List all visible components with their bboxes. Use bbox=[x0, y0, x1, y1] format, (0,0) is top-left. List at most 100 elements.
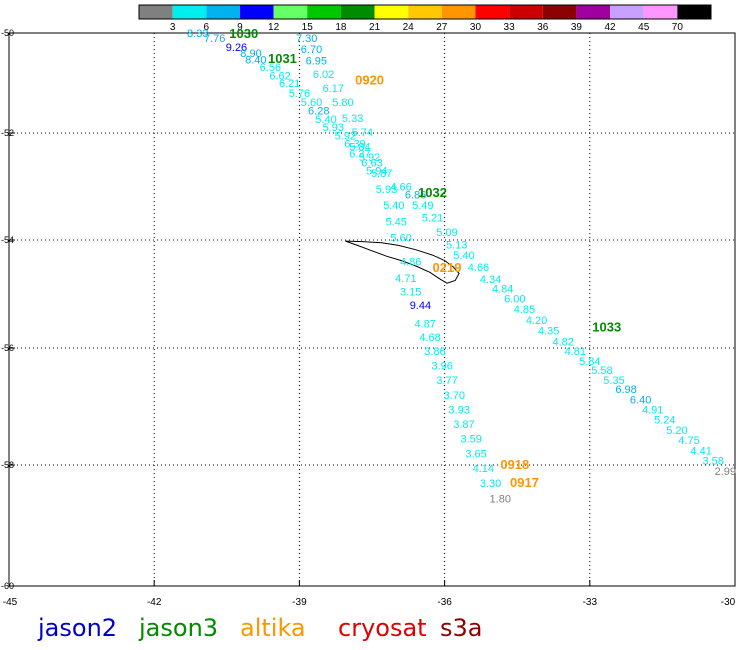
wave-height-value: 5.93 bbox=[376, 184, 397, 196]
color-scale-swatch bbox=[576, 5, 611, 19]
wave-height-value: 7.76 bbox=[204, 33, 225, 45]
color-scale-label: 21 bbox=[369, 22, 381, 33]
wave-height-value: 6.17 bbox=[323, 83, 344, 95]
color-scale-labels: 3 6 9 12 15 18 21 24 27 30 33 36 39 42 45 70 bbox=[170, 22, 683, 33]
wave-height-value: 4.85 bbox=[514, 304, 535, 316]
wave-height-value: 5.40 bbox=[453, 250, 474, 262]
color-scale-label: 45 bbox=[638, 22, 650, 33]
wave-height-values: 8.337.769.268.908.406.566.626.215.765.60… bbox=[187, 28, 736, 505]
wave-height-value: 5.24 bbox=[654, 414, 675, 426]
wave-height-value: 4.81 bbox=[565, 346, 586, 358]
wave-height-value: 4.82 bbox=[552, 337, 573, 349]
wave-height-value: 5.21 bbox=[422, 213, 443, 225]
wave-height-value: 8.40 bbox=[245, 55, 266, 67]
y-tick-label: -58 bbox=[1, 460, 14, 470]
track-label: 0918 bbox=[500, 457, 529, 472]
legend-item-jason2: jason2 bbox=[38, 614, 118, 642]
track-label: 0920 bbox=[355, 73, 384, 88]
wave-height-value: 6.62 bbox=[269, 71, 290, 83]
x-tick-label: -33 bbox=[583, 597, 598, 608]
wave-height-value: 6.56 bbox=[260, 62, 281, 74]
color-scale-label: 6 bbox=[204, 22, 210, 33]
color-scale-swatch bbox=[307, 5, 341, 19]
wave-height-value: 3.86 bbox=[424, 346, 445, 358]
wave-height-value: 3.70 bbox=[444, 390, 465, 402]
satellite-legend: jason2 jason3 altika cryosat s3a bbox=[0, 608, 740, 650]
wave-height-value: 5.94 bbox=[366, 165, 387, 177]
color-scale-label: 27 bbox=[436, 22, 448, 33]
track-label: 0219 bbox=[433, 260, 462, 275]
wave-height-value: 3.59 bbox=[461, 434, 482, 446]
color-scale-swatch bbox=[408, 5, 442, 19]
color-scale-swatch bbox=[542, 5, 577, 19]
wave-height-value: 3.77 bbox=[436, 375, 457, 387]
y-tick-label: -52 bbox=[1, 128, 14, 138]
color-scale-label: 3 bbox=[170, 22, 176, 33]
color-scale-swatch bbox=[172, 5, 207, 19]
legend-item-s3a: s3a bbox=[440, 614, 483, 642]
y-tick-label: -50 bbox=[1, 28, 14, 38]
wave-height-value: 5.35 bbox=[603, 375, 624, 387]
wave-height-value: 4.91 bbox=[642, 404, 663, 416]
wave-height-value: 2.99 bbox=[715, 466, 736, 478]
color-scale-label: 70 bbox=[672, 22, 684, 33]
y-tick-label: -60 bbox=[1, 581, 14, 591]
legend-item-altika: altika bbox=[240, 614, 306, 642]
wave-height-value: 5.87 bbox=[371, 168, 392, 180]
wave-height-value: 6.28 bbox=[308, 106, 329, 118]
wave-height-value: 4.34 bbox=[480, 274, 501, 286]
wave-height-value: 5.93 bbox=[323, 122, 344, 134]
color-scale-swatch bbox=[273, 5, 308, 19]
wave-height-value: 3.93 bbox=[448, 404, 469, 416]
color-scale-label: 15 bbox=[302, 22, 314, 33]
wave-height-value: 5.33 bbox=[342, 113, 363, 125]
longitude-tick-labels: -45 -42 -39 -36 -33 -30 bbox=[3, 597, 736, 608]
wave-height-value: 5.58 bbox=[591, 365, 612, 377]
color-scale-swatch bbox=[206, 5, 240, 19]
color-scale-outline bbox=[138, 4, 712, 20]
south-georgia-island-outline bbox=[345, 240, 460, 284]
wave-height-value: 5.84 bbox=[579, 356, 600, 368]
color-scale-label: 18 bbox=[335, 22, 347, 33]
track-label: 1032 bbox=[418, 185, 447, 200]
color-scale-label: 12 bbox=[268, 22, 280, 33]
wave-height-value: 8.33 bbox=[187, 28, 208, 40]
wave-height-value: 5.74 bbox=[352, 127, 373, 139]
wave-height-value: 4.20 bbox=[526, 315, 547, 327]
color-scale-bar bbox=[138, 4, 712, 20]
wave-height-value: 5.60 bbox=[390, 232, 411, 244]
wave-height-value: 4.35 bbox=[538, 326, 559, 338]
wave-height-value: 4.66 bbox=[390, 182, 411, 194]
color-scale-swatch bbox=[139, 5, 173, 19]
x-tick-label: -30 bbox=[721, 597, 736, 608]
wave-height-value: 6.95 bbox=[306, 56, 327, 68]
wave-height-value: 3.30 bbox=[480, 478, 501, 490]
color-scale-label: 9 bbox=[237, 22, 243, 33]
wave-height-value: 3.65 bbox=[465, 448, 486, 460]
wave-height-value: 8.90 bbox=[240, 48, 261, 60]
wave-height-value: 4.87 bbox=[415, 319, 436, 331]
wave-height-value: 3.58 bbox=[703, 455, 724, 467]
color-scale-label: 30 bbox=[470, 22, 482, 33]
x-tick-label: -36 bbox=[437, 597, 452, 608]
wave-height-value: 6.98 bbox=[615, 384, 636, 396]
latitude-tick-labels: -50 -52 -54 -56 -58 -60 bbox=[1, 28, 14, 591]
x-tick-label: -45 bbox=[3, 597, 18, 608]
map-plot: 3 6 9 12 15 18 21 24 27 30 33 36 39 42 45 70 -45 -42 -39-… bbox=[1, 4, 736, 608]
color-scale-label: 33 bbox=[504, 22, 516, 33]
wave-height-value: 6.37 bbox=[349, 148, 370, 160]
wave-height-value: 4.68 bbox=[419, 332, 440, 344]
wave-height-value: 5.40 bbox=[315, 114, 336, 126]
x-tick-label: -42 bbox=[147, 597, 162, 608]
color-scale-swatch bbox=[610, 5, 644, 19]
wave-height-value: 5.49 bbox=[412, 200, 433, 212]
color-scale-swatch bbox=[441, 5, 476, 19]
wave-height-value: 4.75 bbox=[678, 435, 699, 447]
lat-lon-grid bbox=[8, 32, 736, 587]
color-scale-swatch bbox=[475, 5, 510, 19]
color-scale-swatch bbox=[643, 5, 678, 19]
wave-height-value: 6.39 bbox=[344, 139, 365, 151]
color-scale-swatch bbox=[239, 5, 274, 19]
wave-height-value: 3.15 bbox=[400, 286, 421, 298]
wave-height-value: 4.86 bbox=[400, 257, 421, 269]
